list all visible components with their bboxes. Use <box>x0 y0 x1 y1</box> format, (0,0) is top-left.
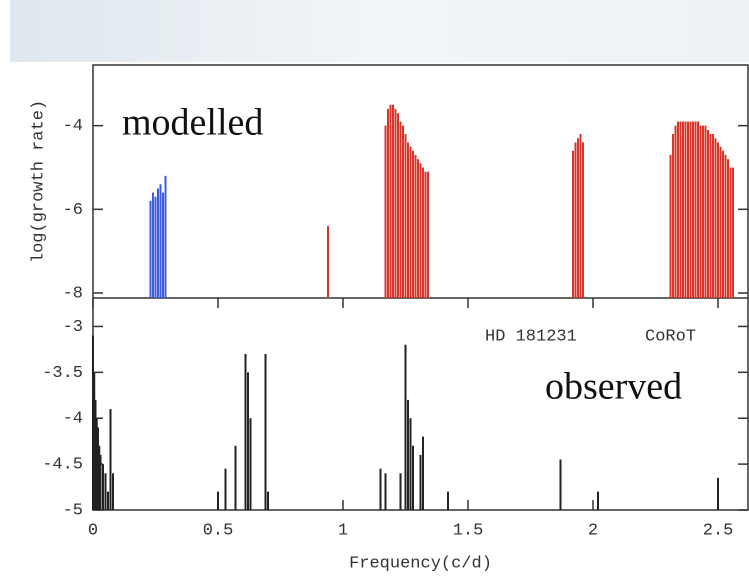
y-tick-label: -3.5 <box>42 364 83 383</box>
y-tick-label: -8 <box>63 284 83 303</box>
background-strip <box>10 0 749 62</box>
x-tick-label: 1 <box>338 521 348 540</box>
x-tick-label: 0.5 <box>203 521 234 540</box>
y-axis-label: log(growth rate) <box>29 100 48 263</box>
panel-label: observed <box>545 366 682 408</box>
annotation: CoRoT <box>645 327 696 346</box>
x-tick-label: 0 <box>88 521 98 540</box>
x-tick-label: 1.5 <box>453 521 484 540</box>
y-tick-label: -4 <box>63 117 83 136</box>
annotation: HD 181231 <box>485 327 577 346</box>
y-tick-label: -6 <box>63 201 83 220</box>
y-tick-label: -3 <box>63 318 83 337</box>
y-tick-label: -4.5 <box>42 456 83 475</box>
x-tick-label: 2.5 <box>703 521 734 540</box>
panel-label: modelled <box>122 102 263 144</box>
y-tick-label: -5 <box>63 501 83 520</box>
x-tick-label: 2 <box>588 521 598 540</box>
x-axis-label: Frequency(c/d) <box>349 554 492 573</box>
y-tick-label: -4 <box>63 410 83 429</box>
